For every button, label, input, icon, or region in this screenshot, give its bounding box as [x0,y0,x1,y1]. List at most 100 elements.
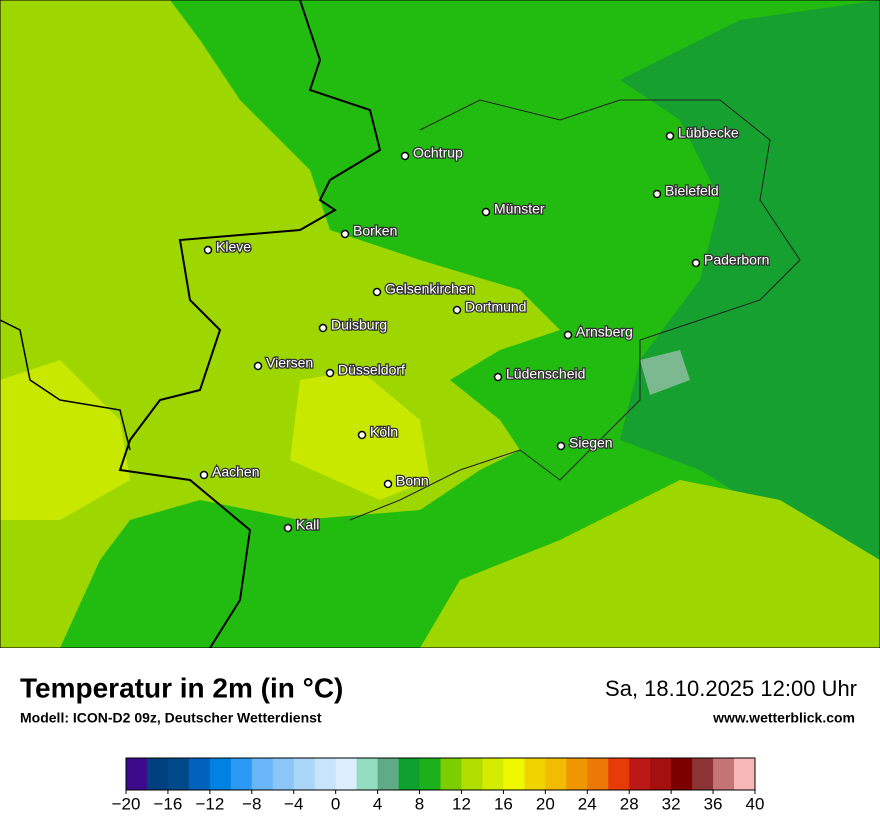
temp-zone [420,480,880,648]
color-swatch [251,758,274,790]
temp-zone [640,350,690,395]
city-dot [203,245,213,255]
city-label: Münster [494,201,545,217]
footer-panel [0,648,880,830]
city-dot [318,323,328,333]
region-border [349,99,801,521]
city-dot [665,131,675,141]
city-label: Lübbecke [678,125,739,141]
tick-label: 32 [662,794,681,813]
color-swatch [293,758,316,790]
city-label: Borken [353,223,397,239]
legend-frame [125,757,756,791]
city-label: Paderborn [704,252,769,268]
color-swatch [524,758,546,790]
city-dot [383,479,393,489]
color-swatch [398,758,421,790]
city-dot [340,229,350,239]
city-dot [400,151,410,161]
city-dot [556,441,566,451]
color-swatch [713,758,735,790]
date: Sa, 18.10.2025 12:00 Uhr [605,676,857,701]
color-swatch [503,758,525,790]
temp-zone [0,360,130,520]
city-label: Dortmund [465,299,526,315]
color-swatch [230,758,253,790]
city-label: Ochtrup [413,145,463,161]
tick-label: 36 [704,794,723,813]
city-label: Bonn [396,473,429,489]
city-dot [691,258,701,268]
tick-label: −8 [242,794,261,813]
city-label: Bielefeld [665,183,719,199]
color-swatch [314,758,337,790]
temp-zone [620,0,880,560]
city-dot [253,361,263,371]
city-label: Lüdenscheid [506,366,585,382]
city-dot [357,430,367,440]
city-label: Kall [296,517,319,533]
city-label: Siegen [569,435,613,451]
color-swatch [650,758,672,790]
city-dot [372,287,382,297]
city-label: Gelsenkirchen [385,281,475,297]
tick-label: 4 [373,794,382,813]
tick-label: 40 [746,794,765,813]
tick-label: 16 [494,794,513,813]
tick-label: 0 [331,794,340,813]
city-label: Kleve [216,239,251,255]
border [118,0,382,649]
tick-label: −12 [195,794,224,813]
color-legend: −20 −16 −12 −8 −4 0 4 8 12 16 20 24 28 32 36 40 [112,757,765,813]
color-swatch [188,758,211,790]
city-dot [493,372,503,382]
tick-label: 20 [536,794,555,813]
city-label: Düsseldorf [338,362,405,378]
city-dot [199,470,209,480]
color-swatch [587,758,609,790]
color-swatch [335,758,358,790]
tick-label: 12 [452,794,471,813]
color-swatch [545,758,567,790]
tick-label: 28 [620,794,639,813]
color-swatch [272,758,295,790]
title: Temperatur in 2m (in °C) [20,672,343,703]
color-swatch [356,758,379,790]
temp-zone [0,0,560,648]
tick-label: −4 [284,794,303,813]
city-dot [481,207,491,217]
color-swatch [126,758,148,790]
city-dot [652,189,662,199]
color-swatch [566,758,588,790]
color-swatch [692,758,714,790]
color-swatch [629,758,651,790]
color-swatch [734,758,756,790]
city-label: Aachen [212,464,259,480]
city-dot [325,368,335,378]
temp-zone [200,520,420,648]
color-swatch [167,758,190,790]
city-dot [452,305,462,315]
color-swatch [209,758,232,790]
subtitle: Modell: ICON-D2 09z, Deutscher Wetterdie… [20,710,322,726]
color-swatch [482,758,504,790]
website: www.wetterblick.com [712,710,855,726]
border [0,319,131,451]
tick-label: 24 [578,794,597,813]
city-label: Viersen [266,355,313,371]
color-swatch [608,758,630,790]
city-label: Köln [370,424,398,440]
color-swatch [461,758,483,790]
color-swatch [419,758,441,790]
tick-label: −20 [112,794,141,813]
city-label: Arnsberg [576,324,633,340]
color-swatch [671,758,693,790]
color-swatch [440,758,462,790]
color-swatch [377,758,400,790]
cities: Lübbecke Ochtrup Bielefeld Münster Borken Kle… [199,123,771,534]
tick-label: 8 [415,794,424,813]
tick-label: −16 [154,794,183,813]
city-dot [563,330,573,340]
